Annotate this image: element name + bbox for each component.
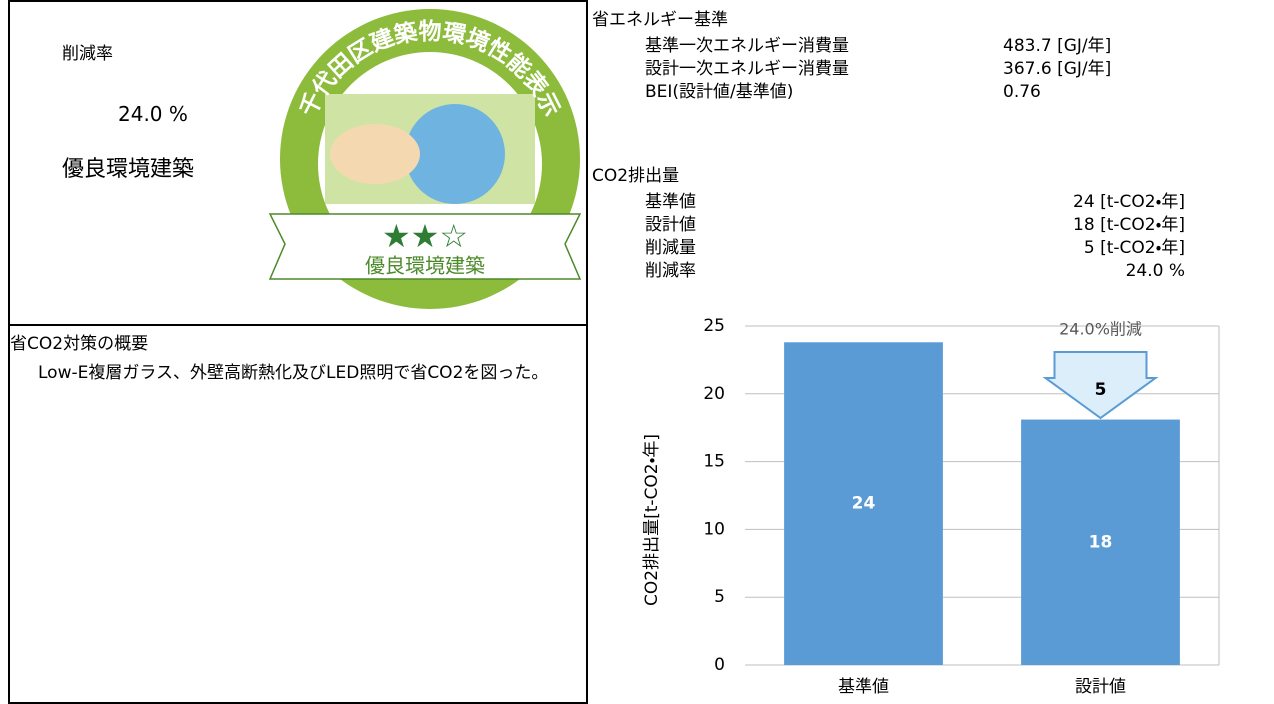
annotation: 24.0%削減	[1059, 320, 1142, 339]
y-tick-label: 15	[703, 452, 725, 472]
annotation: 5	[1095, 380, 1107, 400]
y-tick-label: 10	[703, 519, 725, 539]
energy-value: 483.7 [GJ/年]	[1003, 36, 1111, 56]
co2-item: 削減率	[645, 261, 696, 281]
co2-value: 24 [t-CO2・年]	[1073, 192, 1185, 212]
value-label: 18	[1089, 532, 1113, 552]
co2-title: CO2排出量	[592, 166, 679, 186]
measures-body: Low-E複層ガラス、外壁高断熱化及びLED照明で省CO2を図った。	[38, 362, 583, 384]
y-tick-label: 20	[703, 384, 725, 404]
co2-item: 削減量	[645, 238, 696, 258]
reduction-value: 24.0 %	[118, 104, 188, 124]
energy-item: 設計一次エネルギー消費量	[645, 59, 849, 79]
y-tick-label: 0	[714, 655, 725, 675]
value-label: 24	[852, 494, 876, 514]
people	[330, 124, 420, 184]
y-tick-label: 25	[703, 316, 725, 336]
energy-item: 基準一次エネルギー消費量	[645, 36, 849, 56]
energy-value: 0.76	[1003, 82, 1041, 102]
page: 削減率 24.0 % 優良環境建築 千代田区建築物環境性能表示 ★★☆ 優良環境…	[0, 0, 1274, 704]
co2-value: 5 [t-CO2・年]	[1084, 238, 1185, 258]
co2-item: 基準値	[645, 192, 696, 212]
banner-text: 優良環境建築	[365, 254, 485, 278]
rating: 優良環境建築	[62, 158, 194, 182]
stars: ★★☆	[382, 217, 468, 255]
y-axis-label: CO2排出量[t-CO2・年]	[642, 434, 662, 606]
co2-value: 18 [t-CO2・年]	[1073, 215, 1185, 235]
x-tick-label: 基準値	[838, 677, 889, 697]
co2-item: 設計値	[645, 215, 696, 235]
x-tick-label: 設計値	[1075, 677, 1126, 697]
chart: CO2排出量[t-CO2・年] 0 5 10 15 20 25 基準値 24 設計値 18 24.0…	[586, 310, 1274, 704]
energy-item: BEI(設計値/基準値)	[645, 82, 793, 102]
measures-title: 省CO2対策の概要	[10, 334, 148, 354]
energy-title: 省エネルギー基準	[592, 10, 728, 30]
y-tick-label: 5	[714, 587, 725, 607]
reduction-label: 削減率	[62, 44, 113, 64]
energy-value: 367.6 [GJ/年]	[1003, 59, 1111, 79]
co2-value: 24.0 %	[1126, 261, 1185, 281]
badge: 千代田区建築物環境性能表示 ★★☆ 優良環境建築	[260, 4, 590, 320]
